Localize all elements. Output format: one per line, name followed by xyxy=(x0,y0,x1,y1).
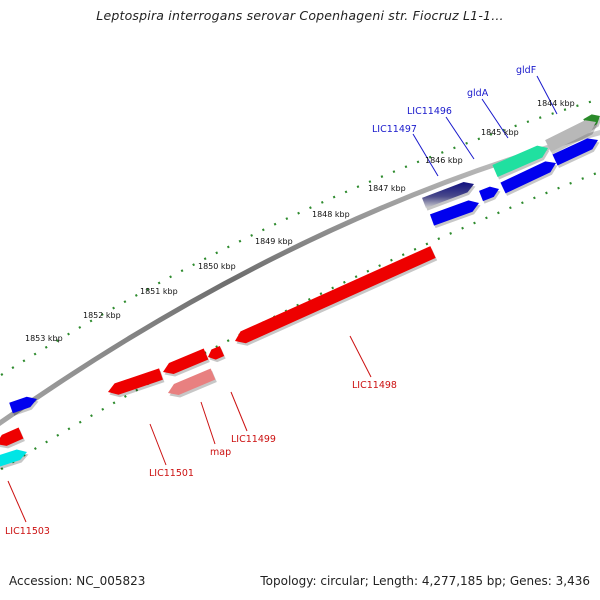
leader-gldA xyxy=(481,98,509,139)
gene-arrow-red-left[interactable] xyxy=(0,427,24,446)
gene-label-LIC11496[interactable]: LIC11496 xyxy=(407,106,452,117)
kbp-label-1844: 1844 kbp xyxy=(537,99,575,108)
gene-arrow-lic11498[interactable] xyxy=(235,246,436,344)
kbp-label-1849: 1849 kbp xyxy=(255,237,293,246)
leader-gldF xyxy=(536,75,558,115)
gene-label-LIC11497[interactable]: LIC11497 xyxy=(372,124,417,135)
gene-label-LIC11498[interactable]: LIC11498 xyxy=(352,380,397,391)
leader-lic11499 xyxy=(230,391,248,432)
leader-lic11498 xyxy=(349,335,372,378)
chromosome-backbone xyxy=(0,130,600,427)
kbp-label-1850: 1850 kbp xyxy=(198,262,236,271)
kbp-label-1845: 1845 kbp xyxy=(481,128,519,137)
gene-label-gldF[interactable]: gldF xyxy=(516,65,536,76)
kbp-label-1853: 1853 kbp xyxy=(25,334,63,343)
kbp-label-1847: 1847 kbp xyxy=(368,184,406,193)
kbp-label-1852: 1852 kbp xyxy=(83,311,121,320)
genome-summary: Topology: circular; Length: 4,277,185 bp… xyxy=(260,574,590,588)
gene-arrow-blue-lic11497[interactable] xyxy=(429,200,479,226)
gene-arrow-blue-row2b[interactable] xyxy=(500,161,556,194)
gene-arrow-red-small[interactable] xyxy=(208,345,225,360)
inner-tick-track xyxy=(0,170,600,472)
gene-arrow-lic11499[interactable] xyxy=(163,348,209,375)
gene-label-LIC11501[interactable]: LIC11501 xyxy=(149,468,194,479)
gene-arrow-map[interactable] xyxy=(168,368,216,396)
map-title: Leptospira interrogans serovar Copenhage… xyxy=(96,8,504,23)
kbp-label-1846: 1846 kbp xyxy=(425,156,463,165)
gene-label-map[interactable]: map xyxy=(210,447,231,458)
kbp-label-1851: 1851 kbp xyxy=(140,287,178,296)
gene-arrow-blue-row2a[interactable] xyxy=(552,138,598,166)
leader-map xyxy=(200,401,216,445)
accession-label: Accession: NC_005823 xyxy=(9,574,146,588)
outer-tick-track xyxy=(0,97,600,378)
leader-lic11497 xyxy=(412,133,439,177)
gene-arrow-grey[interactable] xyxy=(545,120,596,152)
gene-label-gldA[interactable]: gldA xyxy=(467,88,489,99)
gene-label-LIC11499[interactable]: LIC11499 xyxy=(231,434,276,445)
kbp-label-1848: 1848 kbp xyxy=(312,210,350,219)
gene-arrow-cyan[interactable] xyxy=(0,449,27,468)
gene-arrow-navy[interactable] xyxy=(422,182,474,209)
gene-arrow-teal[interactable] xyxy=(492,145,548,177)
gene-arrow-lic11501[interactable] xyxy=(108,368,163,395)
leader-lic11501 xyxy=(149,423,167,466)
gene-arrow-blue-left[interactable] xyxy=(9,396,37,414)
leader-lic11496 xyxy=(445,116,475,160)
gene-arrow-blue-small[interactable] xyxy=(479,186,499,202)
gene-label-LIC11503[interactable]: LIC11503 xyxy=(5,526,50,537)
leader-lic11503 xyxy=(7,480,27,523)
